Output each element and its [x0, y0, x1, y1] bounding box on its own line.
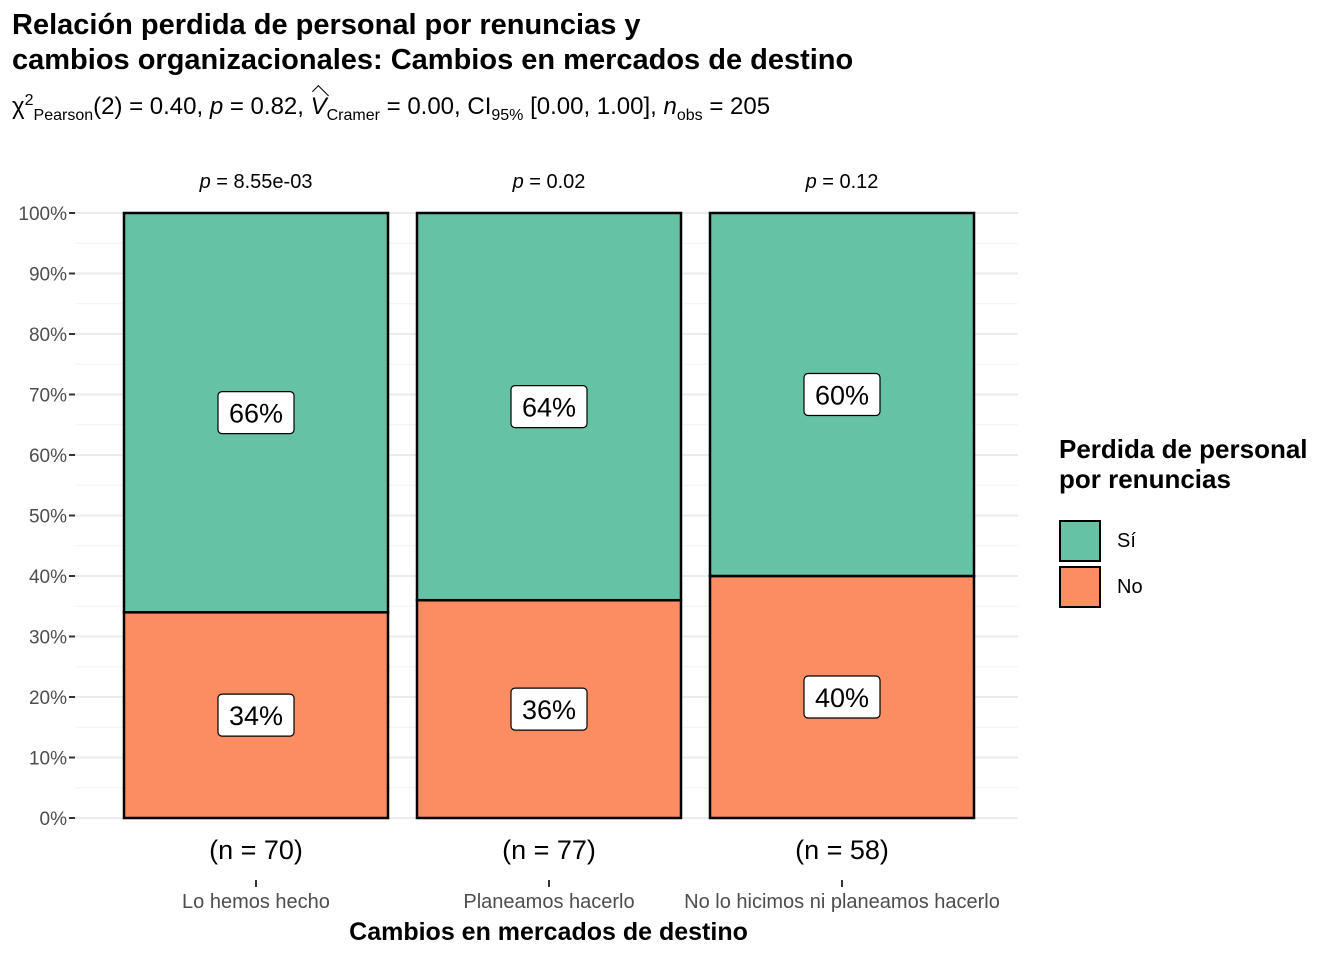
legend-title-line-2: por renuncias: [1059, 464, 1231, 494]
chart-title-line-1: Relación perdida de personal por renunci…: [12, 9, 641, 41]
x-tick-label: Lo hemos hecho: [182, 891, 330, 913]
bar-label: 60%: [815, 381, 869, 411]
v-subscript: Cramer: [326, 106, 380, 124]
bar-label: 64%: [522, 393, 576, 423]
bar-label-box: [803, 372, 881, 417]
legend-label-si: Sí: [1117, 529, 1136, 552]
legend-label-no: No: [1117, 575, 1143, 598]
legend-item-no: No: [1059, 564, 1308, 610]
n-subscript: obs: [676, 106, 703, 124]
bar-label-box: [510, 687, 588, 731]
bar-label: 34%: [229, 701, 283, 731]
ci-text: [0.00, 1.00],: [523, 93, 664, 120]
y-tick-label: 50%: [29, 507, 67, 528]
n-count-label: (n = 77): [502, 835, 596, 865]
chi-superscript: 2: [24, 92, 34, 109]
y-tick-label: 90%: [29, 265, 67, 286]
p-text: = 0.82,: [223, 93, 311, 120]
ci-subscript: 95%: [491, 106, 524, 124]
y-tick-label: 100%: [18, 204, 67, 225]
bar-label-box: [217, 391, 295, 435]
v-text: = 0.00, CI: [379, 93, 492, 120]
bar-label-box: [803, 675, 881, 719]
p-value-label: p = 0.12: [805, 171, 879, 193]
legend-swatch-no: [1059, 566, 1101, 608]
y-tick-label: 80%: [29, 325, 67, 346]
x-tick-label: No lo hicimos ni planeamos hacerlo: [684, 891, 1000, 913]
chi-subscript: Pearson: [33, 106, 94, 124]
bar-label: 40%: [815, 683, 869, 713]
y-tick-label: 10%: [29, 749, 67, 770]
y-tick-label: 60%: [29, 446, 67, 467]
n-symbol: n: [663, 93, 677, 120]
chi-symbol: χ: [12, 93, 25, 120]
y-tick-label: 20%: [29, 688, 67, 709]
legend-title-line-1: Perdida de personal: [1059, 434, 1308, 464]
p-value-label: p = 0.02: [512, 171, 586, 193]
y-tick-label: 30%: [29, 628, 67, 649]
n-count-label: (n = 70): [209, 835, 303, 865]
chart-title: Relación perdida de personal por renunci…: [12, 8, 853, 78]
bar-label-box: [217, 693, 295, 737]
legend: Perdida de personal por renuncias Sí No: [1059, 434, 1308, 610]
p-symbol: p: [209, 93, 224, 120]
x-tick-label: Planeamos hacerlo: [463, 891, 634, 913]
chart-subtitle-statistics: χ2Pearson(2) = 0.40, p = 0.82, VCramer =…: [12, 92, 770, 125]
x-axis-title: Cambios en mercados de destino: [349, 918, 748, 946]
bar-label: 66%: [229, 399, 283, 429]
legend-item-si: Sí: [1059, 518, 1308, 564]
y-tick-label: 40%: [29, 567, 67, 588]
legend-title: Perdida de personal por renuncias: [1059, 434, 1308, 494]
df-text: (2) = 0.40,: [93, 93, 210, 120]
bar-label-box: [510, 385, 588, 429]
chart-title-line-2: cambios organizacionales: Cambios en mer…: [12, 44, 854, 76]
legend-swatch-si: [1059, 520, 1101, 562]
v-symbol: V: [310, 93, 327, 120]
n-text: = 205: [702, 93, 771, 120]
n-count-label: (n = 58): [795, 835, 889, 865]
y-tick-label: 0%: [40, 809, 68, 830]
bar-label: 36%: [522, 695, 576, 725]
y-tick-label: 70%: [29, 386, 67, 407]
p-value-label: p = 8.55e-03: [199, 171, 313, 193]
